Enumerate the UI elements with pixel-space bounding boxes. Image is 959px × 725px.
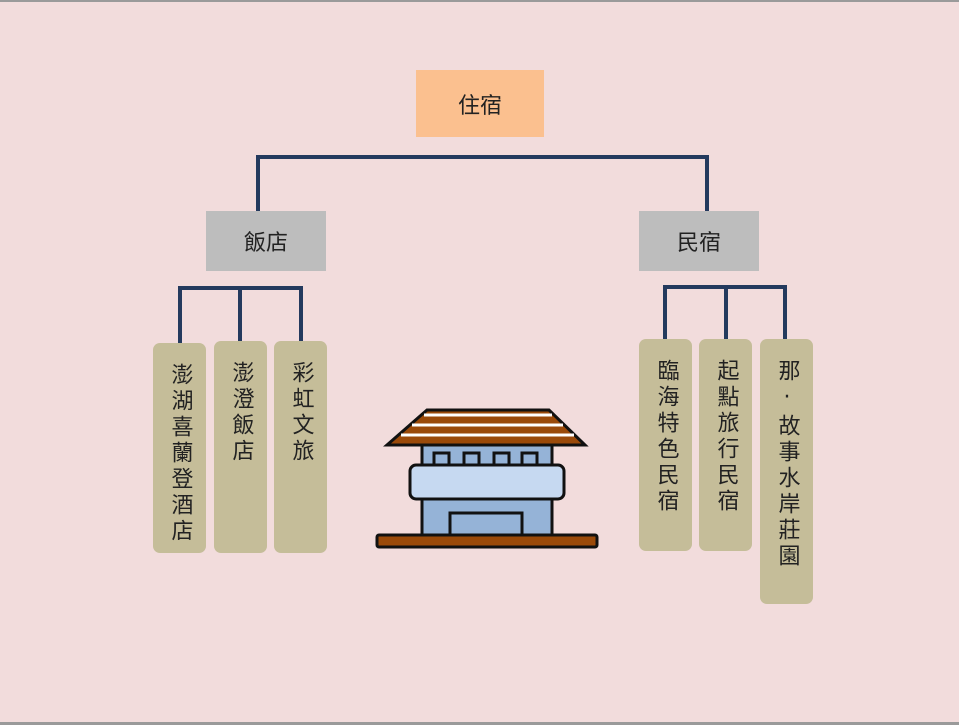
leaf-label: 彩虹文旅	[288, 361, 314, 465]
leaf-label: 臨海特色民宿	[653, 359, 679, 515]
category-label-bnb: 民宿	[676, 231, 721, 256]
frame-top-border	[0, 0, 959, 2]
root-node: 住宿	[416, 70, 544, 137]
frame-bottom-border	[0, 722, 959, 725]
leaf-node-hotel-2: 澎澄飯店	[214, 341, 267, 553]
category-node-bnb: 民宿	[639, 211, 759, 271]
category-label-hotel: 飯店	[243, 231, 288, 256]
leaf-label: 澎澄飯店	[228, 361, 254, 465]
category-node-hotel: 飯店	[206, 211, 326, 271]
leaf-node-hotel-3: 彩虹文旅	[274, 341, 327, 553]
leaf-node-bnb-3: 那·故事水岸莊園	[760, 339, 813, 604]
connector-root-categories	[256, 155, 709, 211]
leaf-node-bnb-1: 臨海特色民宿	[639, 339, 692, 551]
leaf-label: 起點旅行民宿	[713, 359, 739, 515]
building-icon	[375, 408, 599, 549]
leaf-label: 澎湖喜蘭登酒店	[167, 363, 193, 545]
leaf-node-bnb-2: 起點旅行民宿	[699, 339, 752, 551]
leaf-label: 那·故事水岸莊園	[774, 359, 800, 570]
leaf-node-hotel-1: 澎湖喜蘭登酒店	[153, 343, 206, 553]
root-label: 住宿	[457, 93, 502, 119]
